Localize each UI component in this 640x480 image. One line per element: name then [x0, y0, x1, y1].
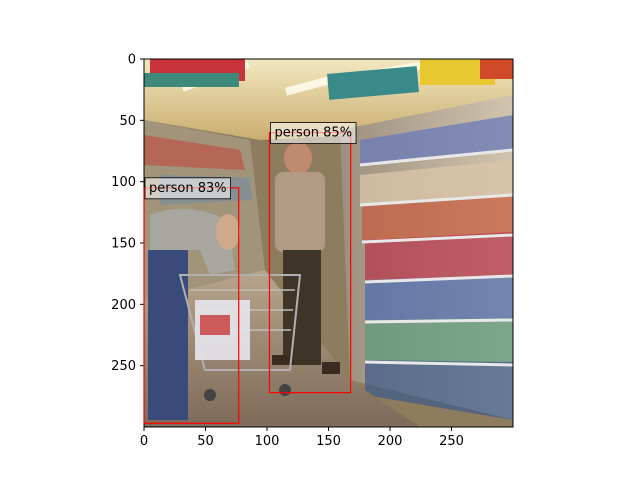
y-tick-label: 50	[119, 114, 136, 129]
x-tick-label: 0	[140, 434, 148, 449]
detection-label-background	[144, 177, 231, 200]
x-tick-label: 200	[378, 434, 403, 449]
detection-label: person 85%	[274, 126, 352, 141]
detections-layer: person 83% person 85%	[143, 122, 357, 424]
x-tick-label: 250	[439, 434, 464, 449]
y-tick-label: 0	[128, 53, 136, 68]
detection-label-background	[270, 122, 357, 145]
x-tick-label: 100	[255, 434, 280, 449]
x-tick-label: 50	[197, 434, 214, 449]
supermarket-photo	[144, 59, 513, 427]
x-axis-ticks: 0 50 100 150 200 250	[140, 427, 464, 449]
detection-label: person 83%	[149, 181, 227, 196]
y-tick-label: 150	[111, 237, 136, 252]
y-tick-label: 250	[111, 359, 136, 374]
y-tick-label: 200	[111, 298, 136, 313]
x-tick-label: 150	[316, 434, 341, 449]
y-tick-label: 100	[111, 175, 136, 190]
y-axis-ticks: 0 50 100 150 200 250	[111, 53, 144, 374]
